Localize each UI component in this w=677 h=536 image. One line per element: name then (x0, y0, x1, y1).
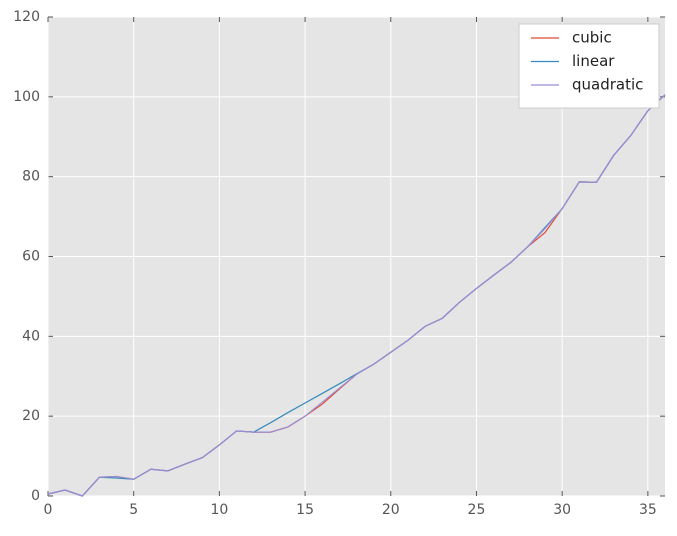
x-tick-label: 0 (44, 502, 53, 518)
legend-label: quadratic (572, 76, 643, 94)
legend-label: linear (572, 52, 615, 70)
x-tick-label: 20 (382, 502, 400, 518)
x-tick-label: 30 (553, 502, 571, 518)
x-tick-label: 35 (639, 502, 657, 518)
series-line (47, 94, 666, 497)
x-tick-label: 10 (210, 502, 228, 518)
y-tick-label: 60 (22, 249, 40, 265)
y-tick-label: 120 (13, 9, 40, 25)
y-tick-label: 100 (13, 89, 40, 105)
legend-label: cubic (572, 29, 612, 47)
y-tick-label: 0 (31, 488, 40, 504)
x-tick-label: 25 (468, 502, 486, 518)
x-tick-label: 15 (296, 502, 314, 518)
y-tick-label: 40 (22, 328, 40, 344)
x-tick-label: 5 (129, 502, 138, 518)
y-tick-label: 20 (22, 408, 40, 424)
y-tick-label: 80 (22, 169, 40, 185)
